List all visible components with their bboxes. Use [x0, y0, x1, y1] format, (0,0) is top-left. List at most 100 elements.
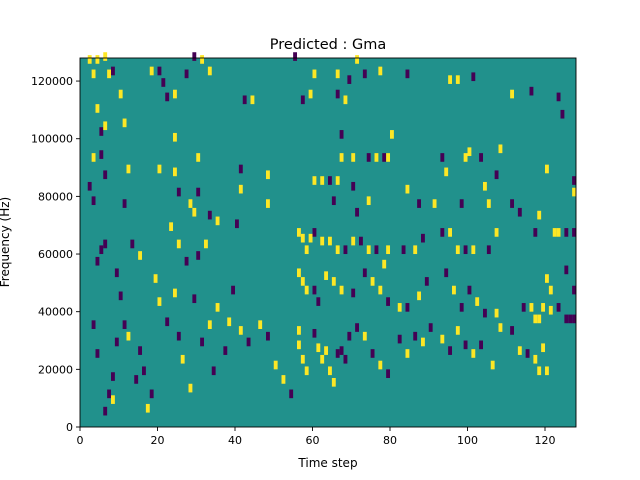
heatmap-cell [304, 245, 309, 255]
heatmap-cell [343, 245, 348, 255]
x-tick-label: 0 [77, 434, 84, 447]
y-tick-label: 40000 [38, 306, 73, 319]
heatmap-cell [339, 153, 344, 162]
heatmap-cell [331, 277, 336, 286]
heatmap-cell [111, 372, 115, 381]
heatmap-cell [266, 331, 270, 341]
heatmap-cell [331, 196, 336, 206]
heatmap-cell [173, 167, 177, 177]
heatmap-cell [223, 346, 228, 355]
x-axis-label: Time step [297, 456, 357, 470]
heatmap-cell [572, 228, 577, 237]
heatmap-cell [440, 228, 445, 237]
heatmap-cell [304, 366, 309, 376]
heatmap-cell [351, 153, 356, 162]
heatmap-cell [421, 337, 425, 347]
heatmap-cell [355, 323, 360, 332]
heatmap-cell [308, 233, 313, 243]
heatmap-cell [196, 153, 201, 162]
heatmap-cell [529, 86, 534, 96]
heatmap-cell [421, 233, 425, 243]
heatmap-cell [490, 360, 495, 370]
y-tick-label: 0 [66, 421, 73, 434]
heatmap-cell [498, 323, 503, 332]
heatmap-cell [103, 52, 108, 61]
x-tick-label: 80 [383, 434, 397, 447]
heatmap-cell [297, 268, 301, 278]
heatmap-cell [471, 349, 476, 358]
heatmap-cell [362, 69, 367, 79]
heatmap-cell [161, 78, 166, 87]
heatmap-cell [145, 403, 150, 413]
heatmap-cell [320, 236, 325, 246]
heatmap-cell [366, 153, 371, 162]
heatmap-cell [180, 354, 185, 364]
heatmap-cell [405, 303, 410, 312]
heatmap-cell [545, 274, 549, 283]
heatmap-cell [130, 239, 135, 249]
heatmap-cell [556, 228, 561, 237]
heatmap-cell [297, 228, 301, 237]
heatmap-cell [215, 216, 220, 226]
heatmap-cell [378, 360, 383, 370]
heatmap-cell [455, 326, 460, 335]
heatmap-cell [320, 354, 325, 364]
heatmap-cell [118, 291, 123, 301]
heatmap-cell [227, 317, 232, 327]
x-tick-label: 20 [151, 434, 165, 447]
heatmap-cell [114, 337, 119, 347]
heatmap-cell [564, 314, 569, 324]
heatmap-cell [448, 346, 453, 355]
heatmap-cell [215, 303, 220, 312]
heatmap-cell [386, 245, 391, 255]
heatmap-cell [149, 389, 154, 399]
heatmap-cell [111, 395, 115, 404]
heatmap-cell [374, 245, 379, 255]
heatmap-cell [378, 285, 383, 295]
heatmap-cell [328, 236, 332, 246]
heatmap-cell [99, 150, 104, 159]
heatmap-cell [510, 89, 515, 99]
heatmap-cell [231, 285, 236, 295]
heatmap-cell [455, 75, 460, 84]
heatmap-cell [467, 285, 472, 295]
heatmap-cell [250, 95, 255, 105]
heatmap-cell [114, 268, 119, 278]
heatmap-cell [572, 285, 577, 295]
heatmap-cell [293, 52, 298, 61]
heatmap-cell [556, 303, 561, 312]
heatmap-cell [370, 349, 375, 358]
heatmap-cell [134, 375, 139, 384]
heatmap-cell [126, 331, 131, 341]
heatmap-cell [122, 199, 127, 208]
heatmap-cell [552, 228, 557, 237]
heatmap-cell [176, 187, 181, 197]
heatmap-cell [95, 104, 100, 113]
heatmap-cell [300, 233, 305, 243]
heatmap-cell [405, 184, 410, 194]
heatmap-cell [382, 259, 387, 269]
heatmap-cell [378, 66, 383, 76]
heatmap-cell [533, 314, 538, 324]
heatmap-cell [355, 207, 360, 217]
heatmap-cell [533, 228, 538, 237]
heatmap-cell [479, 153, 484, 162]
heatmap-cell [572, 187, 577, 197]
heatmap-cell [87, 55, 92, 64]
heatmap-cell [366, 196, 371, 206]
heatmap-cell [471, 72, 476, 82]
heatmap-cell [467, 147, 472, 157]
heatmap-cell [157, 297, 162, 306]
heatmap-cell [138, 251, 143, 260]
heatmap-cell [95, 256, 100, 266]
heatmap-cell [95, 349, 100, 358]
heatmap-cell [452, 285, 456, 295]
heatmap-cell [297, 326, 301, 335]
heatmap-cell [444, 268, 449, 278]
heatmap-cell [432, 199, 437, 208]
heatmap-cell [405, 69, 410, 79]
heatmap-cell [545, 164, 549, 174]
heatmap-cell [316, 343, 321, 353]
heatmap-cell [370, 277, 375, 286]
heatmap-cell [529, 303, 534, 312]
